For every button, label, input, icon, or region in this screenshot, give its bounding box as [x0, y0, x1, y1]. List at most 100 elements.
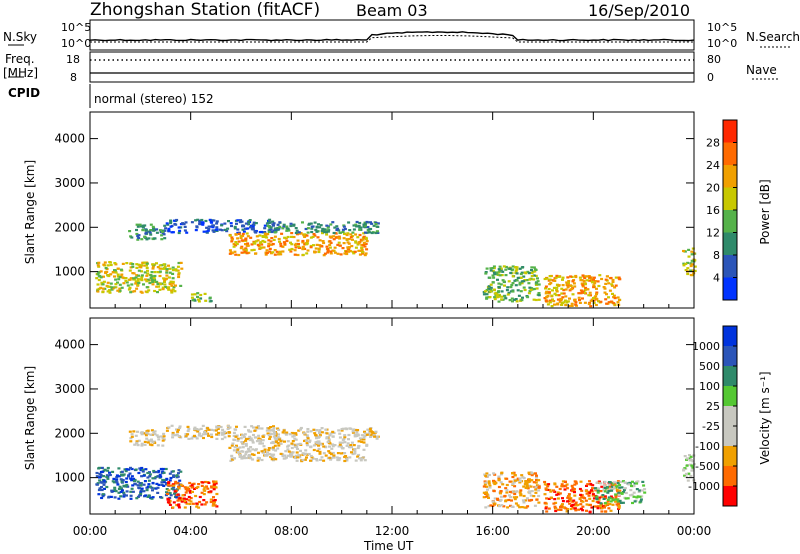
velocity-cell: [255, 426, 259, 429]
velocity-cell: [173, 490, 177, 493]
power-cell: [185, 231, 189, 234]
power-cell: [305, 252, 309, 255]
velocity-cell: [203, 430, 206, 433]
nave-tick-low: 0: [707, 71, 714, 84]
power-cell: [556, 298, 560, 301]
velocity-cell: [617, 493, 621, 496]
velocity-cell: [584, 489, 588, 492]
velocity-cell: [315, 437, 318, 440]
velocity-cell: [597, 487, 601, 490]
power-cell: [96, 290, 100, 293]
velocity-cell: [141, 468, 145, 471]
velocity-cell: [204, 433, 208, 436]
x-tick-label: 00:00: [73, 524, 108, 538]
power-cell: [153, 274, 157, 278]
velocity-cell: [230, 444, 234, 447]
power-cell: [687, 255, 691, 258]
power-cell: [145, 262, 149, 265]
velocity-cell: [606, 498, 610, 501]
power-cell: [319, 224, 323, 227]
velocity-cell: [204, 480, 207, 484]
velocity-cell: [546, 485, 550, 488]
velocity-cell: [146, 471, 150, 475]
power-cell: [196, 295, 199, 298]
velocity-cell: [112, 477, 116, 480]
power-cell: [169, 280, 173, 283]
power-cell: [589, 294, 592, 297]
power-cell: [341, 247, 345, 250]
velocity-cell: [552, 489, 555, 492]
velocity-cell: [537, 486, 541, 489]
power-cell: [145, 291, 149, 294]
power-cell: [230, 224, 233, 228]
power-cell: [546, 295, 550, 298]
velocity-cell: [637, 490, 641, 493]
power-cell: [167, 227, 171, 230]
power-cell: [104, 271, 108, 275]
power-cell: [110, 288, 114, 291]
power-cell: [163, 265, 167, 269]
power-cell: [306, 240, 309, 243]
power-cell: [354, 223, 358, 226]
power-cell: [557, 284, 561, 287]
power-cell: [489, 283, 493, 286]
velocity-cell: [125, 468, 129, 471]
power-cell: [210, 219, 214, 222]
velocity-cell: [161, 444, 165, 447]
power-cell: [136, 279, 140, 282]
power-cell: [561, 278, 564, 281]
power-cell: [234, 253, 238, 256]
power-cell: [544, 287, 547, 290]
velocity-cell: [600, 507, 604, 510]
velocity-cell: [561, 503, 564, 506]
power-cell: [592, 286, 596, 289]
power-cell: [356, 236, 360, 239]
velocity-cell: [244, 444, 248, 447]
power-cell: [326, 249, 330, 252]
power-cell: [228, 234, 232, 237]
velocity-cell: [269, 426, 272, 429]
power-cell: [297, 231, 301, 234]
power-cell: [531, 270, 535, 273]
power-colorbar-segment: [723, 210, 737, 233]
velocity-cell: [159, 475, 163, 478]
power-cell: [364, 242, 368, 245]
velocity-cell: [493, 497, 497, 500]
power-cell: [499, 267, 503, 270]
power-cell: [147, 289, 151, 292]
power-cell: [167, 264, 170, 267]
velocity-cell: [219, 425, 223, 429]
power-cell: [604, 282, 608, 285]
power-cell: [177, 272, 181, 275]
velocity-cell: [229, 459, 233, 462]
velocity-cell: [258, 442, 262, 445]
velocity-cell: [485, 485, 489, 488]
power-cell: [170, 289, 174, 292]
power-cell: [560, 287, 564, 290]
velocity-cell: [484, 506, 488, 509]
power-cell: [128, 230, 132, 233]
power-cell: [583, 291, 587, 294]
power-cell: [246, 235, 250, 238]
velocity-cell: [537, 494, 541, 498]
velocity-cell: [213, 483, 217, 486]
velocity-cell: [147, 479, 151, 482]
power-cell: [306, 231, 310, 234]
power-cell: [489, 290, 493, 293]
power-cell: [564, 288, 568, 291]
power-cell: [485, 297, 489, 300]
velocity-cell: [111, 480, 115, 483]
velocity-cell: [530, 472, 534, 475]
power-cell: [357, 224, 361, 227]
velocity-cell: [306, 435, 310, 438]
power-cell: [102, 280, 106, 283]
power-cell: [266, 224, 270, 228]
velocity-cell: [162, 479, 166, 482]
power-cell: [129, 266, 133, 269]
velocity-cell: [143, 443, 147, 446]
velocity-cell: [294, 454, 298, 457]
power-cell: [203, 292, 207, 295]
power-cell: [332, 238, 336, 241]
power-cell: [327, 229, 331, 232]
